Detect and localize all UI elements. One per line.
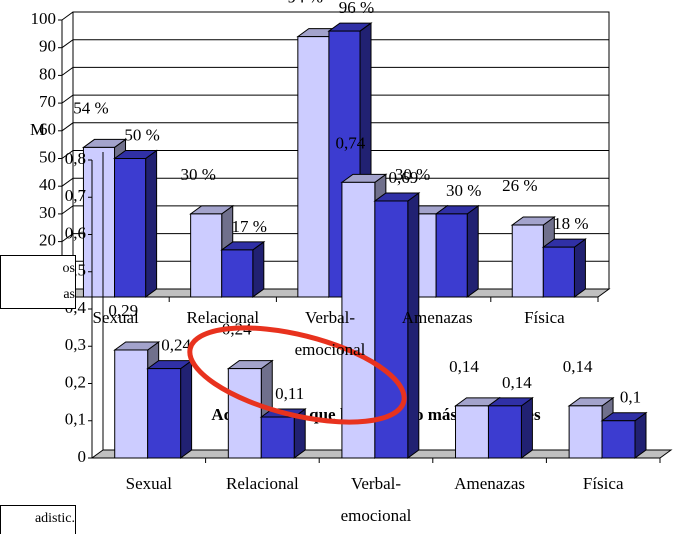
legend: os as [0, 255, 76, 309]
legend-entry: adistic. [34, 511, 75, 526]
data-label: 0,69 [388, 168, 418, 187]
data-label: 54 % [73, 98, 108, 117]
y-tick-label: 0,6 [65, 223, 86, 242]
y-tick-label: 0,7 [65, 186, 87, 205]
y-tick-label: 60 [39, 120, 56, 139]
data-label: 30 % [180, 165, 215, 184]
bar [227, 368, 262, 459]
bar [542, 246, 575, 298]
grid-line [61, 11, 609, 21]
bar [601, 420, 636, 459]
data-label: 0,14 [449, 357, 479, 376]
grid-line [61, 66, 609, 76]
bar-side [520, 396, 533, 459]
bar [487, 405, 522, 459]
data-label: 0,1 [620, 388, 641, 407]
y-tick-label: 70 [39, 92, 56, 111]
bar [511, 224, 544, 298]
x-tick-label: Sexual [92, 308, 139, 327]
grid-line [61, 150, 609, 159]
data-label: 17 % [232, 217, 267, 236]
bar [190, 213, 223, 298]
grid-line [61, 177, 609, 187]
x-tick-label: Verbal- emocional [340, 474, 412, 525]
x-tick-label: Verbal- emocional [294, 308, 366, 359]
bar-side [573, 238, 586, 298]
data-label: 0,74 [336, 133, 366, 152]
data-label: 18 % [553, 214, 588, 233]
bar-side [180, 359, 193, 459]
y-tick-label: 0 [78, 447, 87, 466]
x-tick-label: Amenazas [454, 474, 525, 493]
x-tick-label: Relacional [186, 308, 260, 327]
y-tick-label: 0,1 [65, 410, 86, 429]
x-tick-label: Relacional [226, 474, 299, 493]
data-label: 96 % [339, 0, 374, 17]
y-axis-label: M [30, 120, 45, 139]
grid-line [61, 39, 609, 49]
x-tick-label: Física [524, 308, 565, 327]
bar-side [252, 240, 265, 298]
legend: adistic.ativas [0, 505, 76, 534]
data-label: 26 % [502, 176, 537, 195]
x-tick-label: Amenazas [401, 308, 473, 327]
y-tick-label: 90 [39, 37, 56, 56]
bar [114, 349, 149, 459]
data-label: 0,14 [563, 357, 593, 376]
bar [221, 249, 254, 298]
legend-entry: os [62, 261, 75, 276]
bar-side [145, 149, 158, 298]
grid-line [61, 122, 609, 132]
data-label: 0,24 [161, 336, 191, 355]
y-tick-label: 0,3 [65, 335, 86, 354]
data-label: 94 % [288, 0, 323, 7]
data-label: 0,14 [502, 373, 532, 392]
data-label: 50 % [124, 125, 159, 144]
bar [341, 181, 376, 459]
x-tick-label: Física [582, 474, 624, 493]
y-tick-label: 0,8 [65, 149, 86, 168]
y-tick-label: 80 [39, 64, 56, 83]
x-tick-label: Sexual [125, 474, 172, 493]
legend-entry: as [63, 287, 75, 302]
bar [114, 158, 147, 298]
y-tick-label: 30 [39, 203, 56, 222]
y-tick-label: 20 [39, 231, 56, 250]
data-label: 30 % [395, 165, 430, 184]
bar [260, 416, 295, 459]
annotation-ellipse [187, 325, 407, 425]
bar [568, 405, 603, 459]
bar [435, 213, 468, 298]
data-label: 30 % [446, 181, 481, 200]
data-label: 0,29 [108, 301, 138, 320]
y-tick-label: 40 [39, 175, 56, 194]
bar-side [466, 204, 479, 298]
data-label: 0,11 [275, 384, 304, 403]
bar [455, 405, 489, 459]
bar [297, 36, 330, 298]
bar [82, 146, 116, 298]
y-tick-label: 100 [31, 9, 57, 28]
grid-line [61, 94, 609, 104]
y-tick-label: 0,2 [65, 372, 86, 391]
y-tick-label: 50 [39, 147, 56, 166]
bar [147, 368, 182, 459]
